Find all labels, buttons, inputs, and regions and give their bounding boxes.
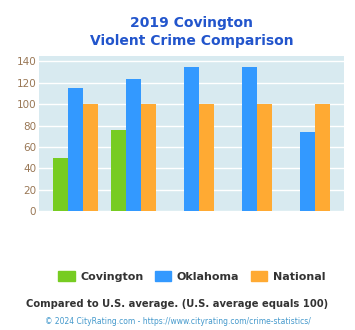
Bar: [257, 104, 272, 211]
Bar: [242, 67, 257, 211]
Bar: [126, 79, 141, 211]
Bar: [184, 67, 199, 211]
Bar: [300, 132, 315, 211]
Bar: [111, 130, 126, 211]
Text: Compared to U.S. average. (U.S. average equals 100): Compared to U.S. average. (U.S. average …: [26, 299, 329, 309]
Bar: [199, 104, 214, 211]
Legend: Covington, Oklahoma, National: Covington, Oklahoma, National: [54, 267, 330, 286]
Bar: [68, 88, 83, 211]
Bar: [53, 158, 68, 211]
Title: 2019 Covington
Violent Crime Comparison: 2019 Covington Violent Crime Comparison: [90, 16, 294, 48]
Bar: [83, 104, 98, 211]
Bar: [315, 104, 331, 211]
Text: © 2024 CityRating.com - https://www.cityrating.com/crime-statistics/: © 2024 CityRating.com - https://www.city…: [45, 317, 310, 326]
Bar: [141, 104, 156, 211]
